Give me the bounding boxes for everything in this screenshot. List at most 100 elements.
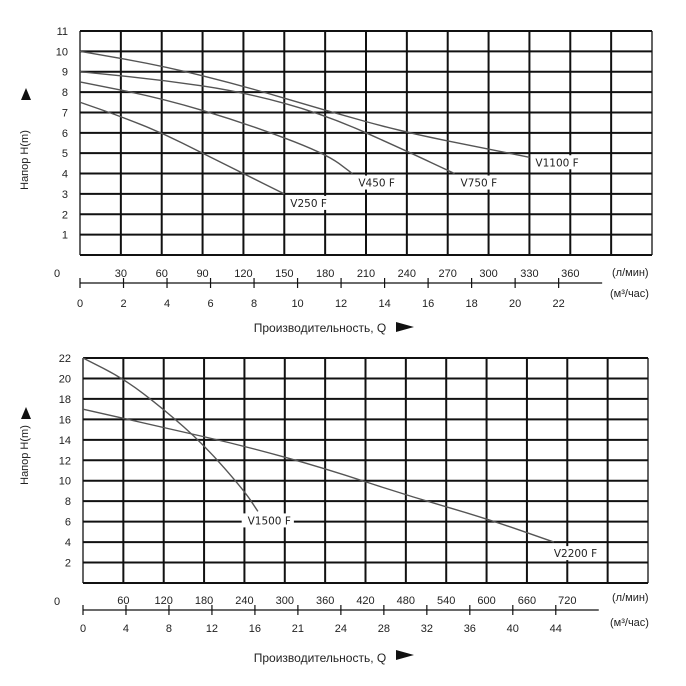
y-tick-label: 16	[59, 414, 71, 426]
x-tick-label-m3h: 4	[123, 623, 129, 635]
x-tick-label-m3h: 24	[335, 623, 347, 635]
grid	[82, 357, 649, 584]
x-tick-label-lmin: 360	[316, 595, 334, 607]
y-tick-label: 8	[65, 496, 71, 508]
y-tick-label: 1	[62, 230, 68, 242]
x-axis-arrow-icon	[396, 322, 414, 332]
y-tick-label: 20	[59, 373, 71, 385]
x-tick-label-lmin: 210	[357, 268, 375, 280]
y-tick-label: 4	[65, 537, 71, 549]
x-tick-label-lmin: 300	[276, 595, 294, 607]
x-tick-label-lmin: 120	[155, 595, 173, 607]
x-tick-label-lmin: 540	[437, 595, 455, 607]
x-tick-label-lmin: 330	[520, 268, 538, 280]
x-tick-label-lmin: 360	[561, 268, 579, 280]
y-tick-label: 2	[65, 558, 71, 570]
y-tick-label: 18	[59, 394, 71, 406]
x-tick-label-lmin: 240	[235, 595, 253, 607]
y-tick-label: 6	[62, 128, 68, 140]
y-tick-label: 12	[59, 455, 71, 467]
series-label: V2200 F	[554, 548, 597, 560]
origin-label: 0	[54, 596, 60, 608]
x-tick-label-m3h: 10	[291, 298, 303, 310]
y-tick-label: 4	[62, 169, 68, 181]
x-tick-label-lmin: 180	[316, 268, 334, 280]
x-tick-label-m3h: 28	[378, 623, 390, 635]
y-axis-label: Напор Н(m)	[19, 425, 31, 485]
x-tick-label-m3h: 2	[120, 298, 126, 310]
x-tick-label-lmin: 120	[234, 268, 252, 280]
x-tick-label-m3h: 12	[206, 623, 218, 635]
series-label-bg	[355, 175, 401, 190]
x-tick-label-m3h: 16	[422, 298, 434, 310]
y-tick-label: 9	[62, 67, 68, 79]
x-tick-label-m3h: 40	[507, 623, 519, 635]
y-tick-label: 3	[62, 189, 68, 201]
x-tick-label-m3h: 32	[421, 623, 433, 635]
chart-bottom: Напор Н(m) Производительность, Q 2468101…	[19, 353, 649, 665]
series-line-v2200-f	[82, 408, 555, 543]
x-tick-label-lmin: 720	[558, 595, 576, 607]
series-line-v450-f	[79, 81, 353, 175]
series-label-bg	[241, 513, 294, 528]
unit-label-lmin: (л/мин)	[612, 267, 649, 279]
y-tick-label: 10	[59, 476, 71, 488]
origin-label: 0	[54, 268, 60, 280]
series-line-v1500-f	[82, 357, 259, 512]
x-axis-arrow-icon	[396, 650, 414, 660]
y-tick-label: 22	[59, 353, 71, 365]
x-tick-label-m3h: 8	[166, 623, 172, 635]
x-tick-label-m3h: 14	[378, 298, 390, 310]
x-tick-label-lmin: 240	[398, 268, 416, 280]
x-tick-label-lmin: 600	[477, 595, 495, 607]
x-tick-label-lmin: 90	[196, 268, 208, 280]
x-tick-label-lmin: 420	[356, 595, 374, 607]
chart-top: Напор Н(m) Производительность, Q 1234567…	[19, 26, 653, 335]
series-label: V1100 F	[535, 157, 578, 169]
series-label-bg	[457, 175, 504, 190]
series-label-bg	[550, 546, 604, 561]
x-tick-label-m3h: 16	[249, 623, 261, 635]
x-tick-label-lmin: 480	[397, 595, 415, 607]
series-label-bg	[532, 155, 585, 170]
x-axis-label: Производительность, Q	[254, 651, 386, 665]
x-tick-label-m3h: 18	[465, 298, 477, 310]
x-tick-label-m3h: 4	[164, 298, 170, 310]
y-tick-label: 14	[59, 435, 71, 447]
x-tick-label-m3h: 44	[550, 623, 562, 635]
unit-label-m3h: (м³/час)	[610, 288, 649, 300]
x-tick-label-m3h: 12	[335, 298, 347, 310]
y-tick-label: 11	[57, 26, 68, 38]
x-tick-label-lmin: 270	[439, 268, 457, 280]
series-label: V750 F	[461, 178, 498, 190]
y-tick-label: 6	[65, 517, 71, 529]
unit-label-lmin: (л/мин)	[612, 592, 649, 604]
y-axis-arrow-icon	[21, 88, 31, 100]
x-tick-label-m3h: 21	[292, 623, 304, 635]
series-label-bg	[287, 195, 333, 210]
x-tick-label-lmin: 300	[479, 268, 497, 280]
series-line-v1100-f	[79, 50, 530, 158]
series-label: V450 F	[358, 178, 395, 190]
x-tick-label-m3h: 8	[251, 298, 257, 310]
x-tick-label-m3h: 6	[207, 298, 213, 310]
x-tick-label-m3h: 0	[80, 623, 86, 635]
series-line-v750-f	[79, 71, 455, 175]
x-tick-label-lmin: 60	[117, 595, 129, 607]
x-tick-label-lmin: 150	[275, 268, 293, 280]
y-axis-arrow-icon	[21, 407, 31, 419]
x-tick-label-m3h: 22	[553, 298, 565, 310]
x-tick-label-lmin: 30	[115, 268, 127, 280]
grid	[79, 30, 653, 256]
x-tick-label-lmin: 60	[156, 268, 168, 280]
series-label: V250 F	[290, 198, 327, 210]
x-tick-label-m3h: 0	[77, 298, 83, 310]
y-tick-label: 5	[62, 148, 68, 160]
y-tick-label: 10	[56, 46, 68, 58]
y-tick-label: 7	[62, 107, 68, 119]
series-line-v250-f	[79, 101, 285, 195]
x-tick-label-m3h: 20	[509, 298, 521, 310]
y-tick-label: 2	[62, 209, 68, 221]
x-tick-label-m3h: 36	[464, 623, 476, 635]
